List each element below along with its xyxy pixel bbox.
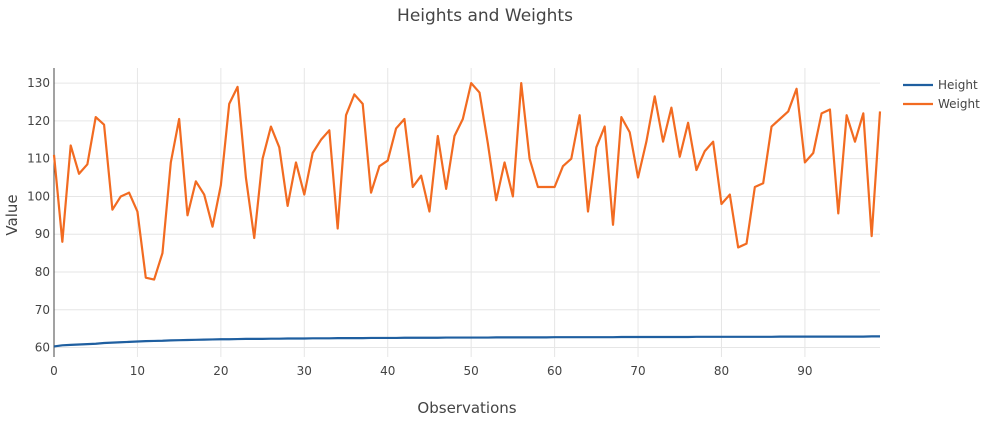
x-tick-label: 60	[547, 364, 562, 378]
grid-lines	[54, 68, 880, 357]
x-tick-label: 20	[213, 364, 228, 378]
x-tick-label: 40	[380, 364, 395, 378]
y-tick-label: 80	[35, 265, 50, 279]
series-line-weight	[52, 82, 882, 281]
y-tick-label: 110	[27, 152, 50, 166]
legend-item-height[interactable]: Height	[903, 78, 978, 92]
x-tick-label: 80	[714, 364, 729, 378]
y-tick-label: 100	[27, 189, 50, 203]
axes: 0 10 20 30 40 50 60 70 80 90 60 70 80 90 100 110 120 130	[27, 68, 813, 378]
x-tick-label: 50	[464, 364, 479, 378]
chart-title: Heights and Weights	[397, 6, 573, 26]
y-tick-label: 70	[35, 303, 50, 317]
x-tick-label: 0	[50, 364, 58, 378]
x-tick-label: 10	[130, 364, 145, 378]
y-axis-title: Value	[3, 194, 21, 235]
y-tick-label: 90	[35, 227, 50, 241]
x-tick-label: 90	[797, 364, 812, 378]
series-line-height	[53, 335, 880, 348]
y-tick-label: 120	[27, 114, 50, 128]
x-axis-title: Observations	[417, 399, 516, 417]
legend[interactable]: Height Weight	[903, 78, 980, 111]
x-tick-label: 30	[297, 364, 312, 378]
x-tick-label: 70	[630, 364, 645, 378]
legend-item-weight[interactable]: Weight	[903, 97, 980, 111]
legend-label: Height	[938, 78, 978, 92]
y-tick-label: 130	[27, 76, 50, 90]
y-tick-label: 60	[35, 341, 50, 355]
legend-label: Weight	[938, 97, 980, 111]
series-lines	[52, 82, 882, 348]
